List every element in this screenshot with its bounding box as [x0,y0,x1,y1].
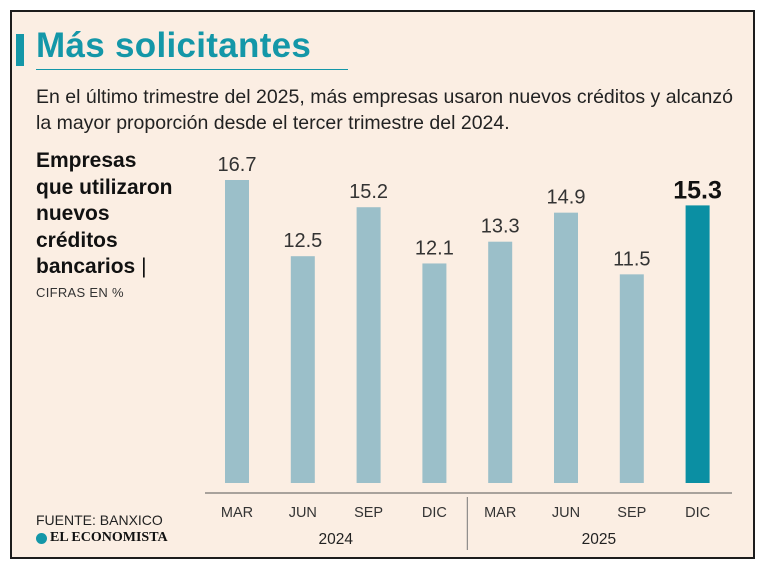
y-label-last: bancarios [36,255,136,278]
x-tick-label: DIC [422,505,447,521]
year-group-label: 2024 [318,531,353,548]
bar-value-label: 14.9 [547,187,586,209]
infographic-card: Más solicitantes En el último trimestre … [10,10,755,559]
brand-icon [36,532,47,544]
bar-value-label: 16.7 [218,154,257,176]
source-note: FUENTE: BANXICO [36,512,163,528]
bar-value-label: 15.3 [673,176,722,204]
y-label-line: nuevos [36,202,110,225]
x-tick-label: MAR [484,505,516,521]
y-label-line: bancarios | [36,254,211,281]
bar [488,241,513,483]
x-tick-label: DIC [685,505,710,521]
chart-subtitle: En el último trimestre del 2025, más emp… [36,86,733,134]
x-tick-label: SEP [354,505,383,521]
x-tick-label: MAR [221,505,253,521]
bar-value-label: 15.2 [349,181,388,203]
title-accent-bar [16,34,24,66]
y-label-line: créditos [36,228,118,252]
bar [554,212,578,483]
y-axis-label: Empresas que utilizaron nuevos créditos … [36,148,211,281]
y-label-line: Empresas [36,149,137,172]
bar [422,263,447,483]
chart-title: Más solicitantes [36,26,312,65]
brand-logo: EL ECONOMISTA [36,530,168,546]
bar [356,207,381,483]
bar [619,274,644,483]
brand-name: EL ECONOMISTA [50,530,168,545]
bar-value-label: 11.5 [613,248,650,270]
x-tick-label: SEP [617,505,646,521]
title-underline [36,69,348,70]
bar-value-label: 12.5 [283,230,322,252]
bar-value-label: 13.3 [481,216,520,238]
bar [685,205,710,484]
bar-chart: 16.7 MAR 12.5 JUN 15.2 SEP 12.1 DIC 13.3 MAR 14.9 J… [205,154,732,550]
units-label: CIFRAS EN % [36,285,124,300]
x-tick-label: JUN [289,505,317,521]
y-label-line: que utilizaron [36,175,173,199]
bar [290,256,315,483]
year-group-label: 2025 [582,531,616,548]
x-tick-label: JUN [552,505,580,521]
y-label-separator: | [141,255,147,278]
bar [225,180,249,483]
bar-value-label: 12.1 [415,237,454,259]
